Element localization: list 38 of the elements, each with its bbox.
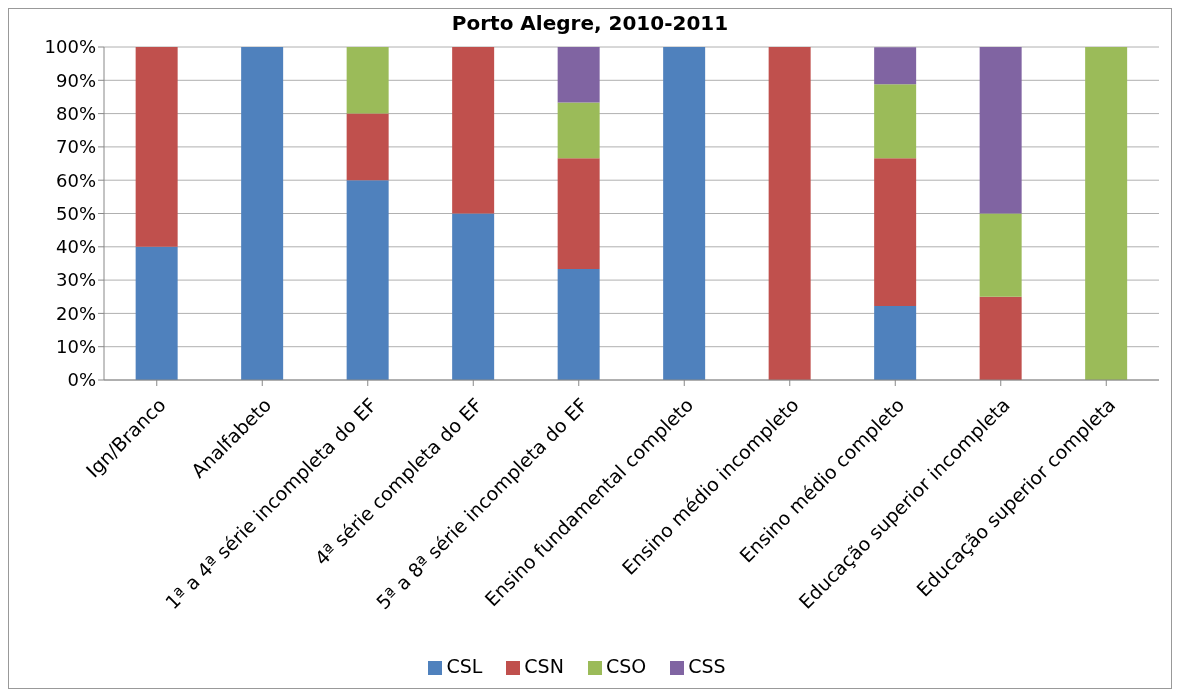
y-tick-label: 60% <box>55 169 96 191</box>
bar <box>874 158 917 307</box>
legend-label: CSO <box>605 655 647 677</box>
y-tick-label: 0% <box>67 369 96 391</box>
bar <box>452 47 495 214</box>
bar <box>557 102 600 159</box>
y-tick-label: 70% <box>55 136 96 158</box>
bar <box>979 213 1022 297</box>
bar <box>874 84 917 159</box>
bar <box>663 47 706 380</box>
bar <box>979 47 1022 214</box>
bar <box>346 113 389 181</box>
bar <box>346 180 389 380</box>
legend-label: CSL <box>446 655 483 677</box>
legend-label: CSS <box>688 655 726 677</box>
bar <box>557 269 600 380</box>
y-tick-label: 30% <box>55 269 96 291</box>
y-tick-label: 50% <box>55 202 96 224</box>
bar <box>557 47 600 103</box>
y-tick-label: 90% <box>55 69 96 91</box>
bar <box>135 246 178 380</box>
y-tick-label: 20% <box>55 302 96 324</box>
chart-title: Porto Alegre, 2010-2011 <box>450 11 730 37</box>
bar <box>557 158 600 270</box>
bar <box>874 47 917 85</box>
bar <box>874 306 917 380</box>
bar <box>241 47 284 380</box>
y-tick-label: 100% <box>44 36 96 58</box>
bar <box>1085 47 1128 380</box>
y-tick-label: 10% <box>55 336 96 358</box>
bar <box>979 296 1022 380</box>
bar <box>768 47 811 380</box>
bar <box>346 47 389 114</box>
legend-label: CSN <box>524 655 564 677</box>
y-tick-label: 80% <box>55 102 96 124</box>
bar <box>135 47 178 247</box>
y-tick-label: 40% <box>55 236 96 258</box>
bar <box>452 213 495 380</box>
